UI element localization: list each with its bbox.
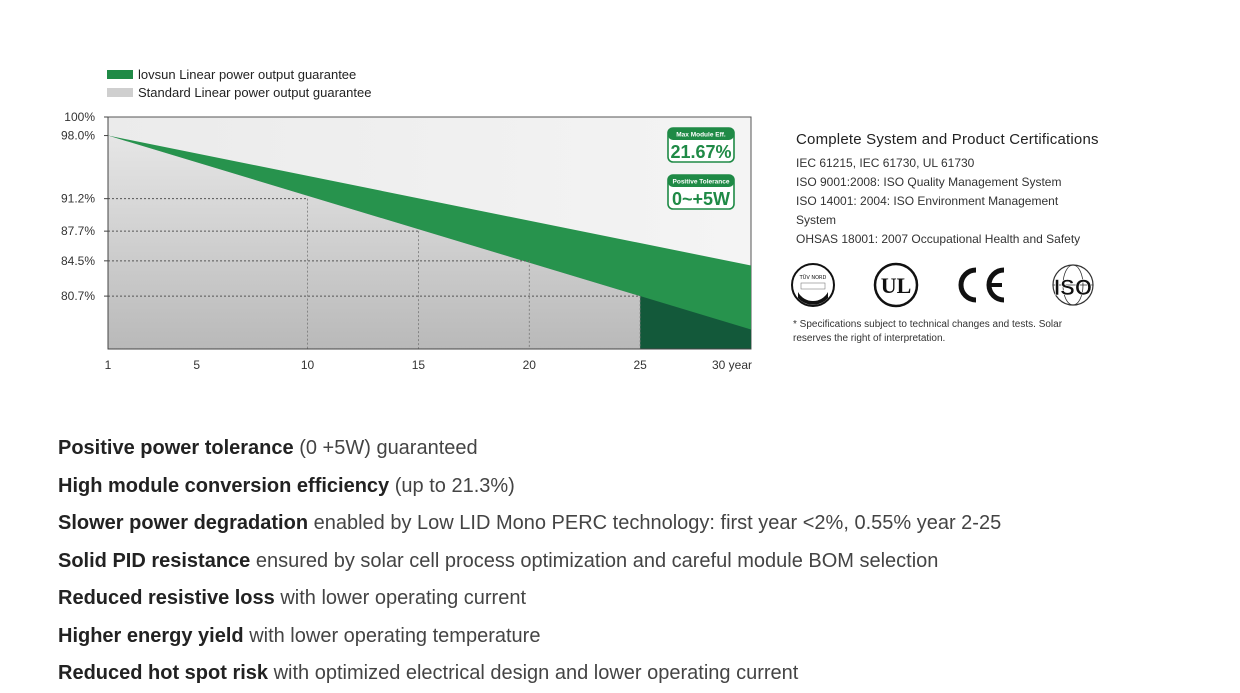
feature-text: with lower operating temperature (249, 624, 541, 647)
badge-title: Max Module Eff. (676, 132, 726, 139)
certifications-panel: Complete System and Product Certificatio… (796, 131, 1141, 249)
legend-item-lovsun: lovsun Linear power output guarantee (107, 65, 371, 83)
y-tick-label: 84.5% (61, 254, 95, 268)
x-tick-label: 15 (412, 358, 426, 372)
certification-line: IEC 61215, IEC 61730, UL 61730 (796, 156, 975, 170)
feature-item: Reduced hot spot risk with optimized ele… (58, 655, 1001, 693)
feature-item: Reduced resistive loss with lower operat… (58, 580, 1001, 618)
ce-logo (958, 267, 1005, 303)
badge-header (668, 175, 734, 187)
feature-title: Solid PID resistance (58, 549, 251, 572)
tuv-nord-logo: TÜV NORD (791, 263, 835, 307)
svg-text:ISO: ISO (1054, 275, 1092, 300)
certification-line: ISO 14001: 2004: ISO Environment Managem… (796, 194, 1059, 227)
x-tick-label: 1 (105, 358, 112, 372)
x-tick-label: 20 (523, 358, 537, 372)
y-tick-label: 87.7% (61, 224, 95, 238)
y-tick-label: 80.7% (61, 289, 95, 303)
feature-title: High module conversion efficiency (58, 474, 390, 497)
svg-text:TÜV NORD: TÜV NORD (799, 274, 827, 281)
feature-text: with optimized electrical design and low… (273, 662, 799, 684)
feature-item: Solid PID resistance ensured by solar ce… (58, 543, 1001, 581)
badge-value: 21.67% (670, 142, 731, 162)
feature-item: Slower power degradation enabled by Low … (58, 505, 1001, 543)
ul-logo: UL (873, 262, 919, 308)
feature-text: with lower operating current (280, 587, 527, 609)
x-tick-label: 25 (633, 358, 647, 372)
power-guarantee-chart: 100%98.0%91.2%87.7%84.5%80.7%1 5 10 15 20 25 3… (61, 110, 752, 372)
feature-text: (0 +5W) guaranteed (299, 437, 478, 459)
feature-item: Higher energy yield with lower operating… (58, 618, 1001, 656)
y-tick-label: 100% (64, 110, 95, 124)
x-tick-label: 10 (301, 358, 315, 372)
feature-title: Reduced resistive loss (58, 587, 275, 609)
certification-logos: TÜV NORD UL ISO (790, 262, 1110, 308)
feature-list: Positive power tolerance (0 +5W) guarant… (58, 430, 1001, 693)
feature-title: Positive power tolerance (58, 437, 294, 459)
y-tick-label: 98.0% (61, 129, 95, 143)
certification-line: OHSAS 18001: 2007 Occupational Health an… (796, 232, 1081, 246)
iso-logo: ISO (1052, 264, 1094, 306)
certification-line: ISO 9001:2008: ISO Quality Management Sy… (796, 175, 1062, 189)
y-tick-label: 91.2% (61, 192, 95, 206)
certifications-title: Complete System and Product Certificatio… (796, 131, 1099, 148)
legend-swatch-lovsun (107, 69, 133, 79)
x-tick-label: 5 (193, 358, 200, 372)
chart-legend: lovsun Linear power output guarantee Sta… (107, 65, 371, 101)
feature-title: Slower power degradation (58, 512, 309, 534)
legend-label-lovsun: lovsun Linear power output guarantee (138, 66, 357, 82)
feature-item: High module conversion efficiency (up to… (58, 468, 1001, 506)
feature-title: Reduced hot spot risk (58, 662, 269, 684)
badge-value: 0~+5W (672, 189, 730, 209)
badge-header (668, 128, 734, 140)
legend-item-standard: Standard Linear power output guarantee (107, 83, 371, 101)
legend-swatch-standard (107, 87, 133, 97)
badge-title: Positive Tolerance (673, 179, 730, 186)
feature-text: enabled by Low LID Mono PERC technology:… (313, 512, 1002, 534)
x-tick-label: 30 year (712, 358, 752, 372)
legend-label-standard: Standard Linear power output guarantee (138, 84, 372, 100)
svg-text:UL: UL (881, 273, 912, 298)
badge: Max Module Eff. 21.67% (667, 127, 735, 163)
specifications-note: * Specifications subject to technical ch… (793, 319, 1063, 344)
feature-item: Positive power tolerance (0 +5W) guarant… (58, 430, 1001, 468)
badge: Positive Tolerance 0~+5W (667, 174, 735, 210)
feature-title: Higher energy yield (58, 624, 244, 647)
feature-text: (up to 21.3%) (394, 474, 515, 497)
feature-text: ensured by solar cell process optimizati… (255, 549, 939, 572)
